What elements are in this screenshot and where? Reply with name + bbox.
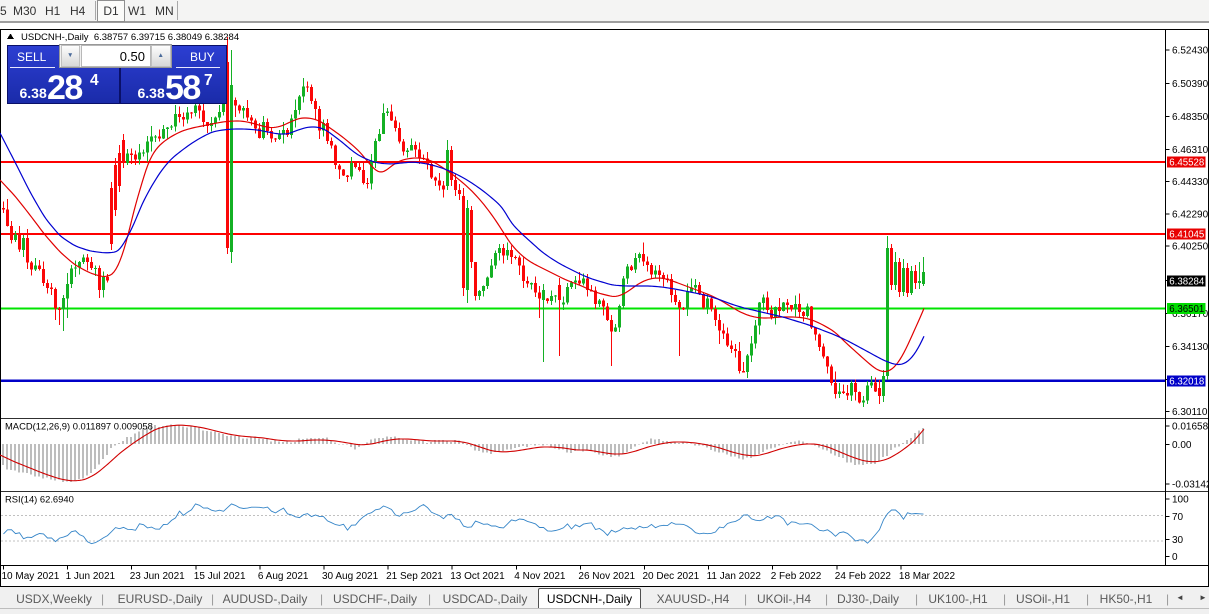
svg-text:6.41045: 6.41045 bbox=[1169, 230, 1204, 241]
svg-text:6.42290: 6.42290 bbox=[1172, 209, 1209, 220]
svg-text:6.38284: 6.38284 bbox=[1169, 277, 1205, 288]
svg-text:6.45528: 6.45528 bbox=[1169, 158, 1204, 169]
svg-text:24 Feb 2022: 24 Feb 2022 bbox=[835, 571, 892, 582]
svg-text:13 Oct 2021: 13 Oct 2021 bbox=[450, 571, 505, 582]
svg-text:26 Nov 2021: 26 Nov 2021 bbox=[578, 571, 635, 582]
svg-text:6.30110: 6.30110 bbox=[1172, 407, 1208, 418]
svg-text:0.016586: 0.016586 bbox=[1172, 422, 1209, 433]
svg-text:RSI(14) 62.6940: RSI(14) 62.6940 bbox=[5, 494, 74, 505]
svg-text:100: 100 bbox=[1172, 495, 1189, 506]
svg-text:21 Sep 2021: 21 Sep 2021 bbox=[386, 571, 443, 582]
svg-text:4 Nov 2021: 4 Nov 2021 bbox=[514, 571, 566, 582]
svg-text:18 Mar 2022: 18 Mar 2022 bbox=[899, 571, 956, 582]
svg-text:15 Jul 2021: 15 Jul 2021 bbox=[194, 571, 246, 582]
svg-text:30 Aug 2021: 30 Aug 2021 bbox=[322, 571, 379, 582]
svg-text:6 Aug 2021: 6 Aug 2021 bbox=[258, 571, 309, 582]
svg-text:70: 70 bbox=[1172, 512, 1184, 523]
svg-text:20 Dec 2021: 20 Dec 2021 bbox=[643, 571, 700, 582]
svg-text:0: 0 bbox=[1172, 552, 1178, 563]
svg-text:6.32018: 6.32018 bbox=[1169, 377, 1204, 388]
svg-text:6.40250: 6.40250 bbox=[1172, 241, 1209, 252]
svg-text:6.34130: 6.34130 bbox=[1172, 342, 1209, 353]
svg-text:6.36501: 6.36501 bbox=[1169, 304, 1204, 315]
svg-text:6.44330: 6.44330 bbox=[1172, 177, 1209, 188]
svg-text:USDCNH-,Daily 6.38757 6.39715: USDCNH-,Daily 6.38757 6.39715 6.38049 6.… bbox=[21, 32, 239, 43]
svg-text:23 Jun 2021: 23 Jun 2021 bbox=[130, 571, 185, 582]
svg-text:11 Jan 2022: 11 Jan 2022 bbox=[707, 571, 762, 582]
svg-text:10 May 2021: 10 May 2021 bbox=[2, 571, 60, 582]
svg-text:6.52430: 6.52430 bbox=[1172, 46, 1209, 57]
svg-text:MACD(12,26,9) 0.011897 0.00905: MACD(12,26,9) 0.011897 0.009058 bbox=[5, 421, 153, 432]
svg-text:6.46310: 6.46310 bbox=[1172, 145, 1209, 156]
svg-text:0.00: 0.00 bbox=[1172, 440, 1192, 451]
svg-text:6.48350: 6.48350 bbox=[1172, 112, 1209, 123]
svg-text:6.50390: 6.50390 bbox=[1172, 79, 1209, 90]
svg-text:2 Feb 2022: 2 Feb 2022 bbox=[771, 571, 822, 582]
svg-text:6.36170: 6.36170 bbox=[1172, 309, 1209, 320]
svg-text:30: 30 bbox=[1172, 535, 1184, 546]
svg-text:1 Jun 2021: 1 Jun 2021 bbox=[66, 571, 116, 582]
